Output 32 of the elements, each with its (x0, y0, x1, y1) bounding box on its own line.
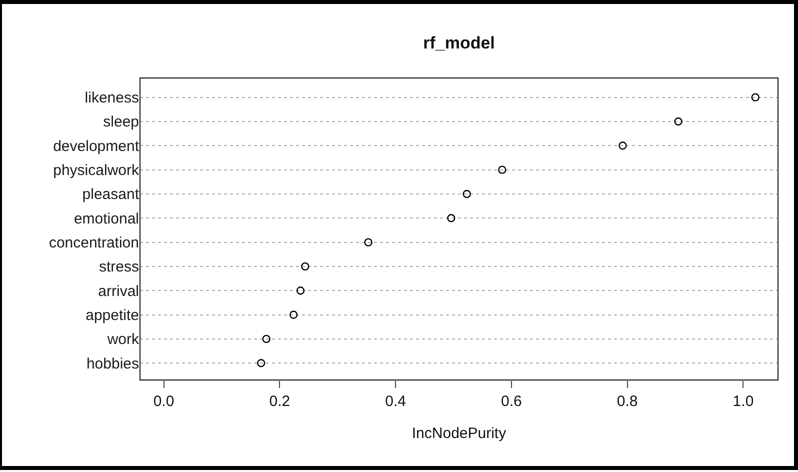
y-tick-label: emotional (74, 210, 139, 228)
y-tick-label: pleasant (82, 186, 140, 204)
y-tick-label: arrival (98, 282, 139, 300)
y-tick-label: sleep (103, 114, 139, 131)
x-tick-label: 0.8 (616, 393, 638, 410)
point (364, 238, 372, 246)
x-tick-label: 1.0 (732, 393, 754, 410)
y-tick-label: development (53, 138, 140, 155)
point (498, 166, 506, 174)
point (462, 190, 471, 198)
point (301, 262, 310, 271)
x-axis-title: IncNodePurity (412, 425, 507, 442)
point (262, 334, 270, 344)
y-tick-label: stress (98, 258, 139, 276)
x-tick-label: 0.6 (501, 393, 522, 410)
point (618, 142, 627, 150)
y-tick-label: appetite (86, 307, 139, 324)
x-tick-label: 0.0 (153, 393, 174, 410)
point (257, 358, 266, 368)
y-tick-label: physicalwork (53, 162, 140, 180)
x-tick-label: 0.4 (385, 393, 406, 410)
x-tick-label: 0.2 (269, 393, 290, 410)
point (289, 310, 298, 319)
y-tick-label: hobbies (86, 355, 139, 372)
y-tick-label: likeness (84, 90, 139, 107)
point (751, 93, 760, 102)
y-tick-label: work (106, 331, 140, 348)
point (674, 117, 682, 126)
y-tick-label: concentration (48, 234, 139, 252)
chart-title: rf_model (423, 33, 495, 52)
point (296, 286, 305, 295)
point (447, 214, 456, 222)
